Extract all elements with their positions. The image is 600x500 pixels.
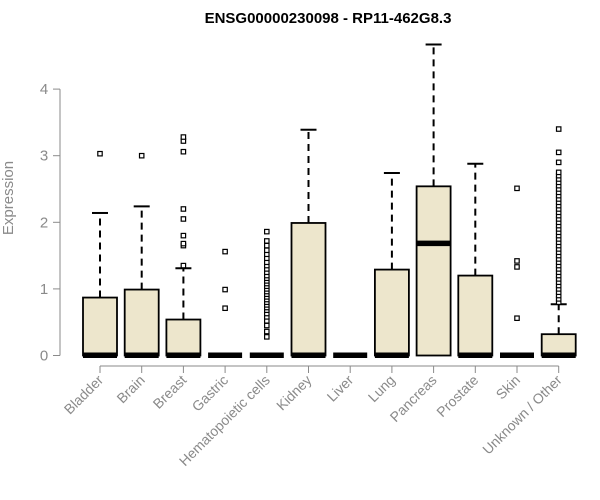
y-tick-label: 1 (40, 281, 48, 298)
box-group (165, 134, 202, 358)
outlier-point (264, 334, 270, 340)
outlier-point (264, 228, 270, 235)
y-axis-label: Expression (0, 161, 17, 235)
box-group (457, 162, 494, 358)
x-tick-label: Liver (324, 372, 357, 405)
box-body (290, 222, 327, 357)
outlier-point (180, 232, 187, 239)
median-line (166, 352, 201, 358)
x-tick-label: Brain (113, 372, 147, 406)
outlier-point (555, 169, 562, 176)
y-tick-label: 2 (40, 214, 48, 231)
outlier-point (222, 305, 228, 312)
box-body (123, 288, 160, 357)
x-tick-label: Kidney (273, 372, 315, 414)
median-line (333, 352, 368, 358)
box-group (123, 152, 160, 358)
outlier-point (264, 247, 270, 254)
y-tick-label: 4 (40, 81, 48, 98)
plot-area (82, 43, 577, 358)
x-tick-label: Lung (365, 372, 398, 405)
x-tick-label: Unknown / Other (479, 372, 565, 458)
outlier-point (97, 150, 103, 157)
outlier-point (180, 206, 187, 212)
box-group (249, 228, 284, 358)
box-body (165, 318, 202, 357)
median-line (124, 352, 159, 358)
y-tick-label: 3 (40, 148, 48, 165)
box-group (82, 150, 118, 358)
median-line (374, 352, 409, 358)
median-line (500, 352, 534, 358)
outlier-point (264, 238, 270, 244)
x-tick-label: Breast (150, 372, 190, 412)
box-group (290, 128, 327, 358)
median-line (541, 352, 576, 358)
outlier-point (180, 134, 187, 140)
outlier-point (555, 149, 562, 156)
outlier-point (138, 152, 145, 159)
median-line (249, 352, 284, 358)
box-group (208, 248, 243, 358)
outlier-point (514, 315, 520, 322)
median-line (208, 352, 243, 358)
outlier-point (555, 126, 562, 132)
median-line (458, 352, 493, 358)
y-tick-label: 0 (40, 348, 48, 365)
box-group (415, 43, 452, 357)
box-body (82, 296, 118, 357)
box-group (333, 352, 368, 358)
median-line (291, 352, 326, 358)
x-tick-label: Bladder (61, 372, 107, 418)
chart-title: ENSG00000230098 - RP11-462G8.3 (205, 10, 452, 27)
box-group (373, 172, 410, 358)
outlier-point (264, 242, 270, 249)
box-body (373, 268, 410, 357)
outlier-point (514, 258, 520, 264)
outlier-point (264, 328, 270, 335)
box-body (540, 333, 577, 357)
outlier-point (514, 185, 520, 192)
box-group (540, 126, 577, 358)
outlier-point (514, 264, 520, 270)
outlier-point (180, 216, 187, 222)
box-group (500, 185, 534, 358)
box-body (415, 185, 452, 357)
outlier-point (222, 248, 228, 255)
median-line (416, 240, 451, 247)
median-line (83, 352, 117, 358)
x-tick-label: Prostate (433, 372, 481, 420)
outlier-point (222, 286, 228, 293)
box-body (457, 274, 494, 357)
outlier-point (180, 262, 187, 269)
x-tick-label: Skin (493, 372, 524, 403)
outlier-point (180, 148, 187, 155)
outlier-point (555, 159, 562, 166)
outlier-point (264, 322, 270, 329)
outlier-point (180, 240, 187, 247)
